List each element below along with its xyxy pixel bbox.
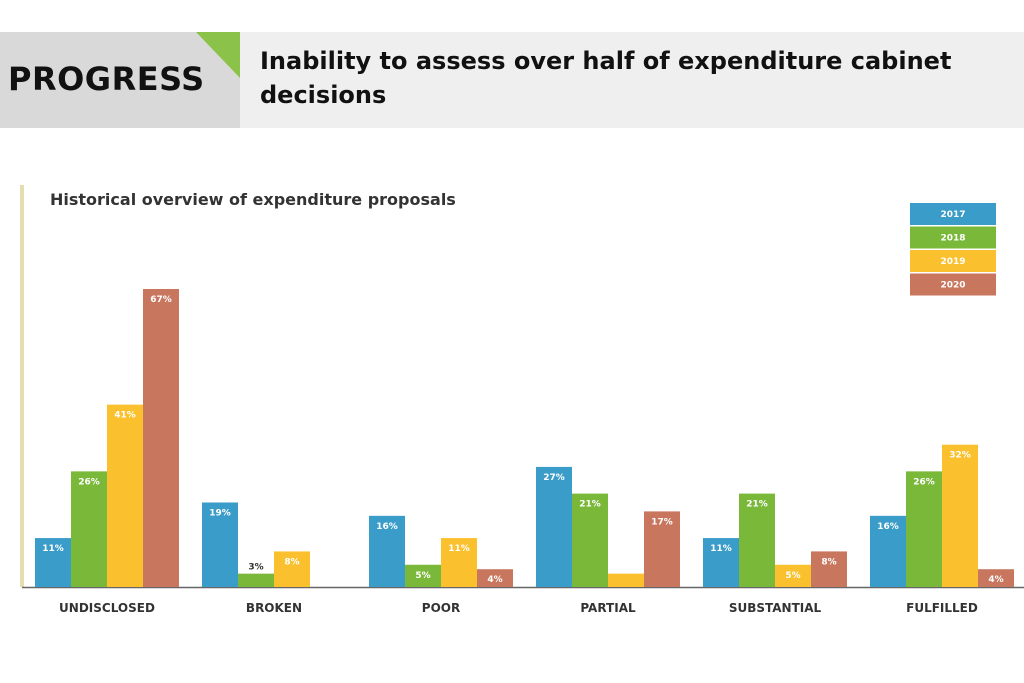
- category-label-partial: PARTIAL: [580, 601, 636, 615]
- progress-tag: PROGRESS: [0, 32, 240, 128]
- category-label-fulfilled: FULFILLED: [906, 601, 978, 615]
- bar-substantial-2019: [775, 564, 811, 587]
- bar-partial-2019: [608, 573, 644, 587]
- data-label-undisclosed-2017: 11%: [42, 544, 64, 554]
- bar-fulfilled-2017: [870, 515, 906, 587]
- bar-undisclosed-2019: [107, 404, 143, 587]
- legend-label-2018: 2018: [940, 234, 965, 244]
- bar-poor-2018: [405, 564, 441, 587]
- bar-undisclosed-2020: [143, 289, 179, 587]
- category-label-poor: POOR: [422, 601, 460, 615]
- data-label-partial-2017: 27%: [543, 473, 565, 483]
- data-label-substantial-2018: 21%: [746, 500, 768, 510]
- data-label-poor-2018: 5%: [415, 571, 430, 581]
- data-label-broken-2018: 3%: [248, 563, 263, 573]
- bar-broken-2019: [274, 551, 310, 587]
- bar-fulfilled-2019: [942, 444, 978, 587]
- vertical-accent-rule: [20, 185, 24, 587]
- data-label-undisclosed-2018: 26%: [78, 477, 100, 487]
- data-label-substantial-2019: 5%: [785, 571, 800, 581]
- bar-partial-2020: [644, 511, 680, 587]
- bar-broken-2017: [202, 502, 238, 587]
- bar-poor-2017: [369, 515, 405, 587]
- data-label-poor-2017: 16%: [376, 522, 398, 532]
- bar-broken-2018: [238, 573, 274, 587]
- bar-substantial-2017: [703, 538, 739, 587]
- green-corner-triangle: [196, 32, 240, 78]
- legend-label-2017: 2017: [940, 210, 965, 220]
- bar-partial-2018: [572, 493, 608, 587]
- data-label-partial-2020: 17%: [651, 517, 673, 527]
- data-label-poor-2020: 4%: [487, 575, 502, 585]
- category-label-undisclosed: UNDISCLOSED: [59, 601, 155, 615]
- legend-swatch-2020: [910, 273, 996, 296]
- data-label-fulfilled-2020: 4%: [988, 575, 1003, 585]
- bar-poor-2020: [477, 569, 513, 587]
- data-label-partial-2018: 21%: [579, 500, 601, 510]
- bar-poor-2019: [441, 538, 477, 587]
- data-label-broken-2017: 19%: [209, 508, 231, 518]
- bar-undisclosed-2017: [35, 538, 71, 587]
- legend-swatch-2017: [910, 203, 996, 225]
- data-label-substantial-2020: 8%: [821, 557, 836, 567]
- tag-label: PROGRESS: [8, 60, 205, 98]
- legend-swatch-2019: [910, 250, 996, 272]
- chart-title: Historical overview of expenditure propo…: [50, 190, 456, 209]
- data-label-broken-2019: 8%: [284, 557, 299, 567]
- data-label-fulfilled-2019: 32%: [949, 451, 971, 461]
- data-label-substantial-2017: 11%: [710, 544, 732, 554]
- data-label-fulfilled-2017: 16%: [877, 522, 899, 532]
- data-label-undisclosed-2020: 67%: [150, 295, 172, 305]
- bar-substantial-2018: [739, 493, 775, 587]
- category-label-substantial: SUBSTANTIAL: [729, 601, 822, 615]
- bar-fulfilled-2018: [906, 471, 942, 587]
- header-banner: PROGRESS Inability to assess over half o…: [0, 32, 1024, 128]
- legend-label-2020: 2020: [940, 281, 965, 291]
- data-label-undisclosed-2019: 41%: [114, 411, 136, 421]
- category-label-broken: BROKEN: [246, 601, 302, 615]
- legend-swatch-2018: [910, 226, 996, 249]
- data-label-poor-2019: 11%: [448, 544, 470, 554]
- headline: Inability to assess over half of expendi…: [260, 47, 952, 109]
- legend-label-2019: 2019: [940, 257, 965, 267]
- bar-fulfilled-2020: [978, 569, 1014, 587]
- bar-partial-2017: [536, 466, 572, 587]
- data-label-partial-2019: 3%: [618, 563, 633, 573]
- bar-substantial-2020: [811, 551, 847, 587]
- data-label-fulfilled-2018: 26%: [913, 477, 935, 487]
- bar-undisclosed-2018: [71, 471, 107, 587]
